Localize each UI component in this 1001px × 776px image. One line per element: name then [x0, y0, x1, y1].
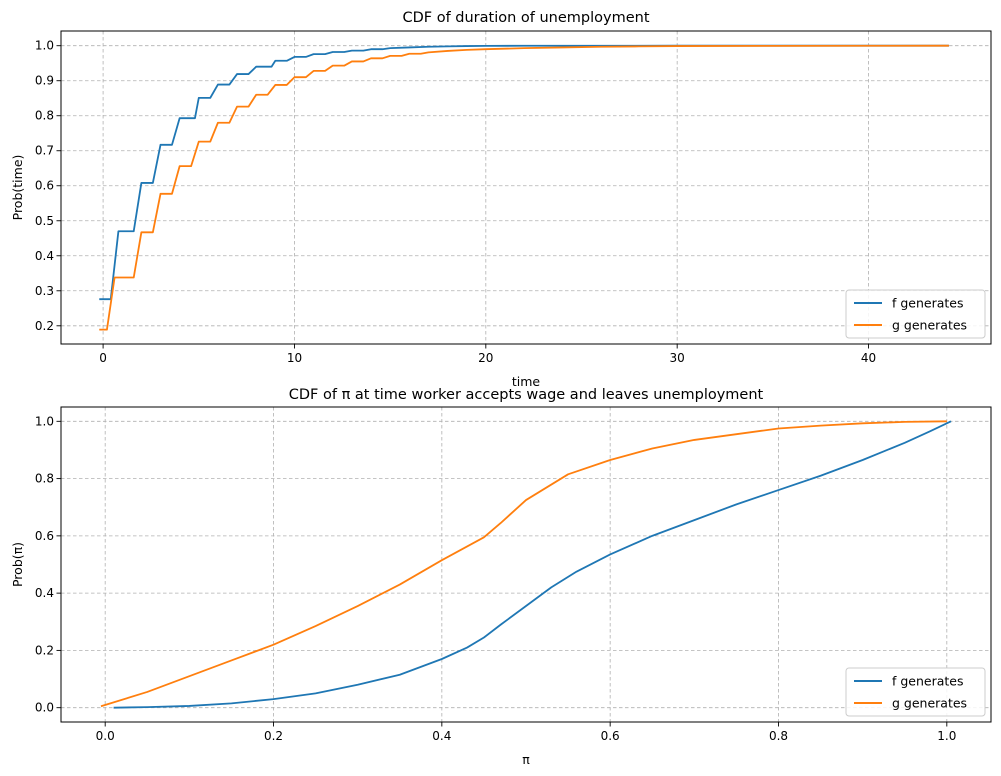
top-ytick-label-1: 0.3 — [35, 284, 54, 298]
bottom-grid — [61, 407, 991, 722]
top-chart-title: CDF of duration of unemployment — [402, 10, 649, 26]
bottom-xtick-label-1: 0.2 — [264, 729, 283, 743]
top-xtick-label-1: 10 — [287, 351, 302, 365]
top-series-line-g — [99, 44, 949, 331]
top-series-layer — [99, 44, 949, 331]
bottom-ytick-label-3: 0.6 — [35, 529, 54, 543]
top-ytick-label-8: 1.0 — [35, 39, 54, 53]
bottom-series-layer — [100, 420, 952, 709]
bottom-xtick-label-5: 1.0 — [937, 729, 956, 743]
top-ytick-label-4: 0.6 — [35, 179, 54, 193]
top-x-axis-label: time — [512, 374, 541, 389]
top-y-axis-label: Prob(time) — [10, 155, 25, 221]
top-legend-label-f: f generates — [892, 296, 964, 311]
top-ytick-label-6: 0.8 — [35, 109, 54, 123]
bottom-x-axis-label: π — [522, 752, 530, 767]
bottom-ytick-label-5: 1.0 — [35, 414, 54, 428]
bottom-legend: f generates g generates — [845, 667, 986, 717]
chart-bottom: 0.0 0.2 0.4 0.6 0.8 1.0 0.0 0.2 0.4 0.6 0.8 1.0 CDF… — [10, 387, 992, 767]
bottom-y-axis-label: Prob(π) — [10, 542, 25, 587]
bottom-plot-frame — [60, 406, 992, 723]
bottom-ytick-label-2: 0.4 — [35, 586, 54, 600]
bottom-xtick-label-0: 0.0 — [96, 729, 115, 743]
top-xtick-label-4: 40 — [861, 351, 876, 365]
top-xtick-label-3: 30 — [670, 351, 685, 365]
top-ytick-label-7: 0.9 — [35, 74, 54, 88]
top-ytick-label-3: 0.5 — [35, 214, 54, 228]
bottom-series-line-g — [100, 420, 947, 708]
bottom-ticks: 0.0 0.2 0.4 0.6 0.8 1.0 0.0 0.2 0.4 0.6 0.8 1.0 — [35, 414, 956, 743]
bottom-legend-label-g: g generates — [892, 696, 967, 711]
bottom-xtick-label-2: 0.4 — [432, 729, 451, 743]
bottom-ytick-label-0: 0.0 — [35, 701, 54, 715]
top-ticks: 0 10 20 30 40 0.2 0.3 0.4 0.5 0.6 0.7 0.8 0.9 1.0 — [35, 39, 876, 365]
top-series-line-f — [99, 44, 949, 301]
bottom-xtick-label-4: 0.8 — [769, 729, 788, 743]
chart-top: 0 10 20 30 40 0.2 0.3 0.4 0.5 0.6 0.7 0.8 0.9 1.0 CDF… — [10, 10, 992, 389]
top-legend: f generates g generates — [845, 289, 986, 339]
bottom-xtick-label-3: 0.6 — [601, 729, 620, 743]
bottom-series-line-f — [113, 420, 952, 709]
top-ytick-label-0: 0.2 — [35, 319, 54, 333]
bottom-chart-title: CDF of π at time worker accepts wage and… — [289, 387, 764, 403]
top-ytick-label-5: 0.7 — [35, 144, 54, 158]
top-xtick-label-2: 20 — [478, 351, 493, 365]
top-xtick-label-0: 0 — [99, 351, 107, 365]
top-ytick-label-2: 0.4 — [35, 249, 54, 263]
bottom-ytick-label-1: 0.2 — [35, 643, 54, 657]
top-legend-label-g: g generates — [892, 318, 967, 333]
bottom-legend-label-f: f generates — [892, 674, 964, 689]
bottom-ytick-label-4: 0.8 — [35, 472, 54, 486]
top-plot-frame — [60, 30, 992, 345]
